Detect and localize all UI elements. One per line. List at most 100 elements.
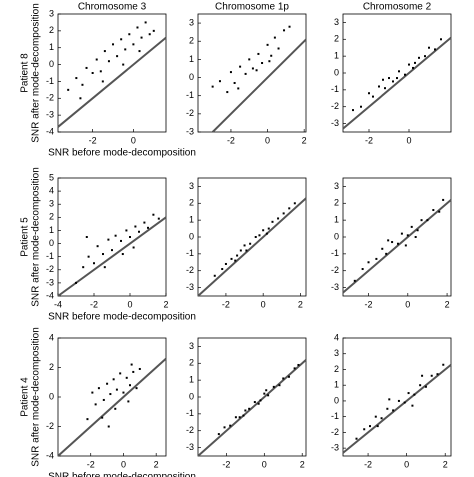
y-tick-label: -3	[46, 277, 54, 287]
point	[392, 80, 394, 83]
point	[79, 97, 82, 100]
identity-line	[342, 36, 452, 130]
axes-box	[197, 337, 307, 457]
point	[226, 91, 229, 94]
y-tick-label: -3	[331, 443, 339, 453]
point	[85, 236, 88, 238]
point	[125, 376, 128, 379]
point	[434, 48, 436, 51]
point	[278, 384, 281, 387]
point	[418, 56, 420, 59]
x-tick-label: -2	[227, 135, 235, 145]
y-tick-label: -1	[186, 248, 194, 258]
point	[375, 257, 378, 260]
point	[266, 43, 269, 46]
point	[413, 393, 416, 396]
point	[253, 401, 256, 404]
identity-line	[197, 359, 307, 457]
axes-box	[197, 177, 307, 297]
point	[119, 372, 122, 375]
point	[407, 392, 410, 395]
point	[97, 387, 100, 390]
x-tick-label: 2	[443, 459, 448, 469]
y-tick-label: -3	[186, 282, 194, 292]
point	[277, 217, 280, 220]
point	[397, 399, 400, 402]
y-tick-label: -2	[186, 265, 194, 275]
y-tick-label: -2	[331, 101, 339, 111]
point	[381, 247, 384, 250]
y-tick-label: -1	[331, 411, 339, 421]
identity-line	[342, 363, 452, 454]
point	[239, 249, 242, 252]
point	[248, 58, 251, 61]
point	[282, 212, 285, 215]
point	[114, 407, 117, 410]
point	[120, 38, 123, 41]
y-tick-label: 1	[189, 54, 194, 64]
row-label: Patient 8	[20, 53, 31, 93]
y-tick-label: 2	[334, 198, 339, 208]
y-tick-label: -4	[46, 290, 54, 300]
x-axis-label: SNR before mode-decomposition	[48, 472, 196, 477]
y-tick-label: -2	[186, 108, 194, 118]
y-tick-label: 2	[189, 198, 194, 208]
y-tick-label: 1	[334, 215, 339, 225]
point	[257, 52, 260, 55]
point	[138, 50, 141, 53]
axes-box	[197, 13, 307, 133]
point	[234, 259, 237, 262]
y-tick-label: 4	[334, 332, 339, 342]
point	[101, 416, 104, 419]
y-tick-label: 3	[189, 17, 194, 27]
panel-title: Chromosome 3	[78, 2, 147, 13]
point	[124, 48, 127, 51]
point	[81, 83, 84, 86]
point	[263, 392, 266, 395]
point	[140, 36, 143, 39]
y-tick-label: -2	[46, 93, 54, 103]
y-tick-label: 2	[334, 364, 339, 374]
point	[82, 266, 85, 269]
point	[288, 207, 291, 210]
identity-line	[342, 199, 452, 294]
y-tick-label: 2	[334, 34, 339, 44]
x-tick-label: -2	[222, 299, 230, 309]
point	[396, 77, 398, 80]
point	[237, 87, 240, 90]
y-tick-label: -3	[186, 126, 194, 136]
point	[270, 54, 273, 57]
point	[424, 55, 426, 58]
point	[378, 85, 380, 88]
point	[67, 88, 70, 91]
point	[112, 43, 115, 46]
point	[361, 268, 364, 271]
point	[442, 363, 445, 366]
point	[234, 416, 237, 419]
x-tick-label: 0	[265, 135, 270, 145]
x-tick-label: 0	[127, 299, 132, 309]
point	[85, 66, 88, 69]
y-tick-label: 3	[189, 181, 194, 191]
y-tick-label: -3	[331, 118, 339, 128]
point	[259, 399, 262, 402]
x-tick-label: 0	[405, 299, 410, 309]
point	[102, 253, 104, 256]
y-tick-label: 0	[189, 72, 194, 82]
point	[414, 236, 417, 238]
x-tick-label: 0	[404, 459, 409, 469]
x-tick-label: -2	[365, 299, 373, 309]
point	[134, 225, 137, 228]
y-tick-label: 4	[49, 332, 54, 342]
point	[386, 407, 389, 410]
y-tick-label: 2	[49, 25, 54, 35]
point	[129, 384, 131, 387]
x-tick-label: 0	[121, 459, 126, 469]
point	[111, 249, 113, 252]
x-axis-label: SNR before mode-decomposition	[48, 312, 196, 323]
point	[363, 428, 366, 431]
axes-box	[57, 337, 167, 457]
point	[99, 70, 102, 73]
point	[218, 80, 221, 83]
point	[297, 363, 300, 366]
